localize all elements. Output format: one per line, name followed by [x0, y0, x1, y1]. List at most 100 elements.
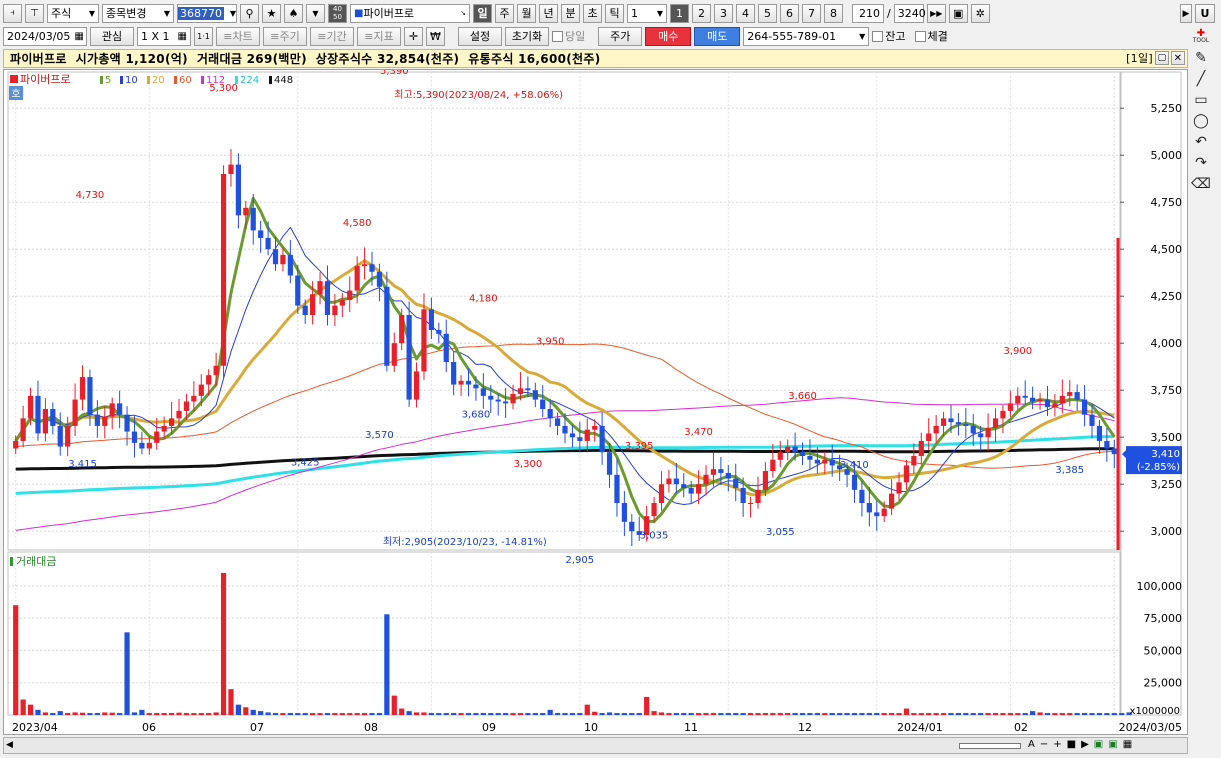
volume-bar [384, 614, 390, 715]
price-tick-label: 3,750 [1151, 384, 1183, 397]
num-button-2[interactable]: 2 [692, 3, 711, 23]
tab-minute[interactable]: 분 [561, 3, 580, 23]
lock-icon[interactable]: ⊤ [25, 3, 44, 23]
tab-day[interactable]: 일 [473, 3, 492, 23]
close-icon[interactable]: ✕ [1171, 51, 1185, 65]
pin-icon[interactable]: ⫞ [3, 3, 22, 23]
volume-bar [696, 713, 702, 715]
undo-icon[interactable]: ↶ [1195, 133, 1207, 150]
setting-button[interactable]: 설정 [458, 26, 502, 46]
num-button-1[interactable]: 1 [670, 3, 689, 23]
stop-button[interactable]: ■ [1066, 739, 1077, 750]
volume-bar [65, 713, 71, 715]
volume-tick-label: 50,000 [1144, 644, 1183, 657]
auto-zoom-button[interactable]: A [1028, 739, 1035, 750]
export-icon[interactable]: ▣ [1108, 739, 1118, 750]
scroll-left-icon[interactable]: ◀ [6, 740, 13, 750]
volume-bar [703, 713, 709, 715]
chart-area[interactable]: 5,250 5,000 4,750 4,500 4,250 4,000 3,750 3,500… [3, 69, 1188, 735]
search-icon[interactable]: ⚲ [240, 3, 259, 23]
watch-button[interactable]: 관심 [90, 26, 134, 46]
play-icon[interactable]: ▶▶ [926, 3, 946, 23]
buy-button[interactable]: 매수 [645, 26, 692, 46]
bell-icon[interactable]: ♠ [284, 3, 303, 23]
price-chart-svg[interactable]: 5,250 5,000 4,750 4,500 4,250 4,000 3,750 3,500… [4, 70, 1187, 734]
tab-tick[interactable]: 틱 [605, 3, 624, 23]
volume-bar [540, 713, 546, 715]
circle-icon[interactable]: ◯ [1193, 112, 1209, 129]
gear-icon[interactable]: ✲ [970, 3, 990, 23]
horizontal-scrollbar[interactable]: ◀ A − + ■ ▶ ▣ ▣ ▦ [3, 737, 1188, 754]
zoom-slider[interactable] [959, 743, 1021, 749]
volume-bar [191, 713, 197, 715]
volume-panel [7, 551, 1121, 716]
volume-bar [1119, 713, 1125, 715]
volume-bar [258, 711, 264, 715]
sell-button[interactable]: 매도 [694, 26, 741, 46]
num-button-7[interactable]: 7 [802, 3, 821, 23]
stock-code-input[interactable]: 368770 ▼ [177, 3, 237, 23]
save-icon[interactable]: ▣ [948, 3, 968, 23]
grid-icon[interactable]: ▦ [1122, 739, 1133, 750]
period-value-select[interactable]: 1 ▼ [627, 3, 667, 23]
price-button[interactable]: 주가 [598, 26, 643, 46]
market-select[interactable]: 주식 ▼ [47, 3, 99, 23]
candle-body [220, 174, 227, 366]
zoom-in-button[interactable]: + [1053, 739, 1062, 750]
num-button-4[interactable]: 4 [736, 3, 755, 23]
date-input[interactable]: 2024/03/05 ▦ [3, 26, 87, 46]
volume-bar [473, 713, 479, 715]
one-one-button[interactable]: 1·1 [194, 26, 213, 46]
excel-icon[interactable]: ▣ [1093, 739, 1104, 750]
sameday-checkbox[interactable]: 당일 [552, 28, 585, 44]
volume-bar [302, 713, 308, 715]
volume-bar [443, 713, 449, 715]
balance-checkbox[interactable]: 잔고 [872, 28, 906, 44]
rectangle-icon[interactable]: ▭ [1194, 91, 1208, 108]
x-axis-label: 11 [684, 721, 698, 734]
eraser-icon[interactable]: ⌫ [1191, 175, 1211, 192]
num-button-3[interactable]: 3 [714, 3, 733, 23]
cycle-button[interactable]: ≡주기 [263, 26, 307, 46]
play-button[interactable]: ▶ [1081, 739, 1089, 750]
restore-icon[interactable]: ▢ [1155, 51, 1169, 65]
tool-label-icon[interactable]: ✚ TOOL [1192, 27, 1210, 44]
account-select[interactable]: 264-555-789-01 ▼ [743, 26, 870, 46]
collapse-icon[interactable]: ▶ [1180, 4, 1192, 23]
reset-button[interactable]: 초기화 [505, 26, 549, 46]
num-button-5[interactable]: 5 [758, 3, 777, 23]
dropdown-icon[interactable]: ▼ [306, 3, 325, 23]
sub-toolbar: 2024/03/05 ▦ 관심 1 X 1 ▦ 1·1 ≡차트 ≡주기 ≡기간 ≡지… [0, 25, 948, 47]
crosshair-icon[interactable]: ✛ [404, 26, 423, 46]
tab-year[interactable]: 년 [539, 3, 558, 23]
candle-body [272, 249, 279, 265]
redo-icon[interactable]: ↷ [1195, 154, 1207, 171]
star-icon[interactable]: ★ [262, 3, 281, 23]
candle-body [228, 164, 234, 174]
zoom-out-button[interactable]: − [1039, 739, 1049, 750]
u-button[interactable]: U [1195, 4, 1215, 23]
candle-body [310, 294, 316, 315]
tab-month[interactable]: 월 [517, 3, 536, 23]
chart-button[interactable]: ≡차트 [216, 26, 260, 46]
tab-second[interactable]: 초 [583, 3, 602, 23]
candle-body [532, 390, 538, 400]
volume-bar [146, 713, 152, 715]
count-small-icon[interactable]: 40 50 [328, 3, 347, 23]
change-select[interactable]: 종목변경 ▼ [102, 3, 174, 23]
count-input[interactable]: 210 [852, 3, 884, 23]
won-button[interactable]: ₩ [426, 26, 445, 46]
layout-select[interactable]: 1 X 1 ▦ [137, 26, 191, 46]
candle-body [480, 388, 486, 396]
period-button[interactable]: ≡기간 [310, 26, 354, 46]
stock-name-field[interactable]: ■ 파이버프로 ↘ [350, 3, 470, 23]
execution-checkbox[interactable]: 체결 [914, 28, 948, 44]
line-icon[interactable]: ╱ [1196, 70, 1206, 87]
pencil-icon[interactable]: ✎ [1195, 49, 1207, 66]
tab-week[interactable]: 주 [495, 3, 514, 23]
price-extreme-label: 5,300 [209, 83, 238, 94]
num-button-6[interactable]: 6 [780, 3, 799, 23]
indicator-button[interactable]: ≡지표 [357, 26, 401, 46]
num-button-8[interactable]: 8 [824, 3, 843, 23]
candle-body [785, 446, 791, 453]
